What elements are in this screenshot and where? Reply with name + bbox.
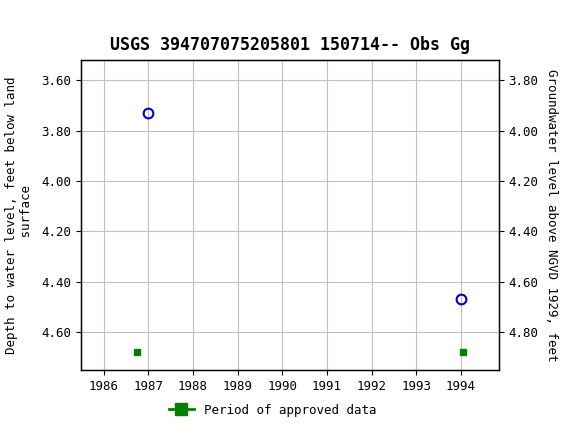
Y-axis label: Groundwater level above NGVD 1929, feet: Groundwater level above NGVD 1929, feet — [545, 69, 558, 361]
Y-axis label: Depth to water level, feet below land
 surface: Depth to water level, feet below land su… — [5, 76, 33, 354]
Text: USGS 394707075205801 150714-- Obs Gg: USGS 394707075205801 150714-- Obs Gg — [110, 36, 470, 54]
Legend: Period of approved data: Period of approved data — [164, 399, 382, 421]
Text: ≋ USGS: ≋ USGS — [12, 10, 95, 29]
